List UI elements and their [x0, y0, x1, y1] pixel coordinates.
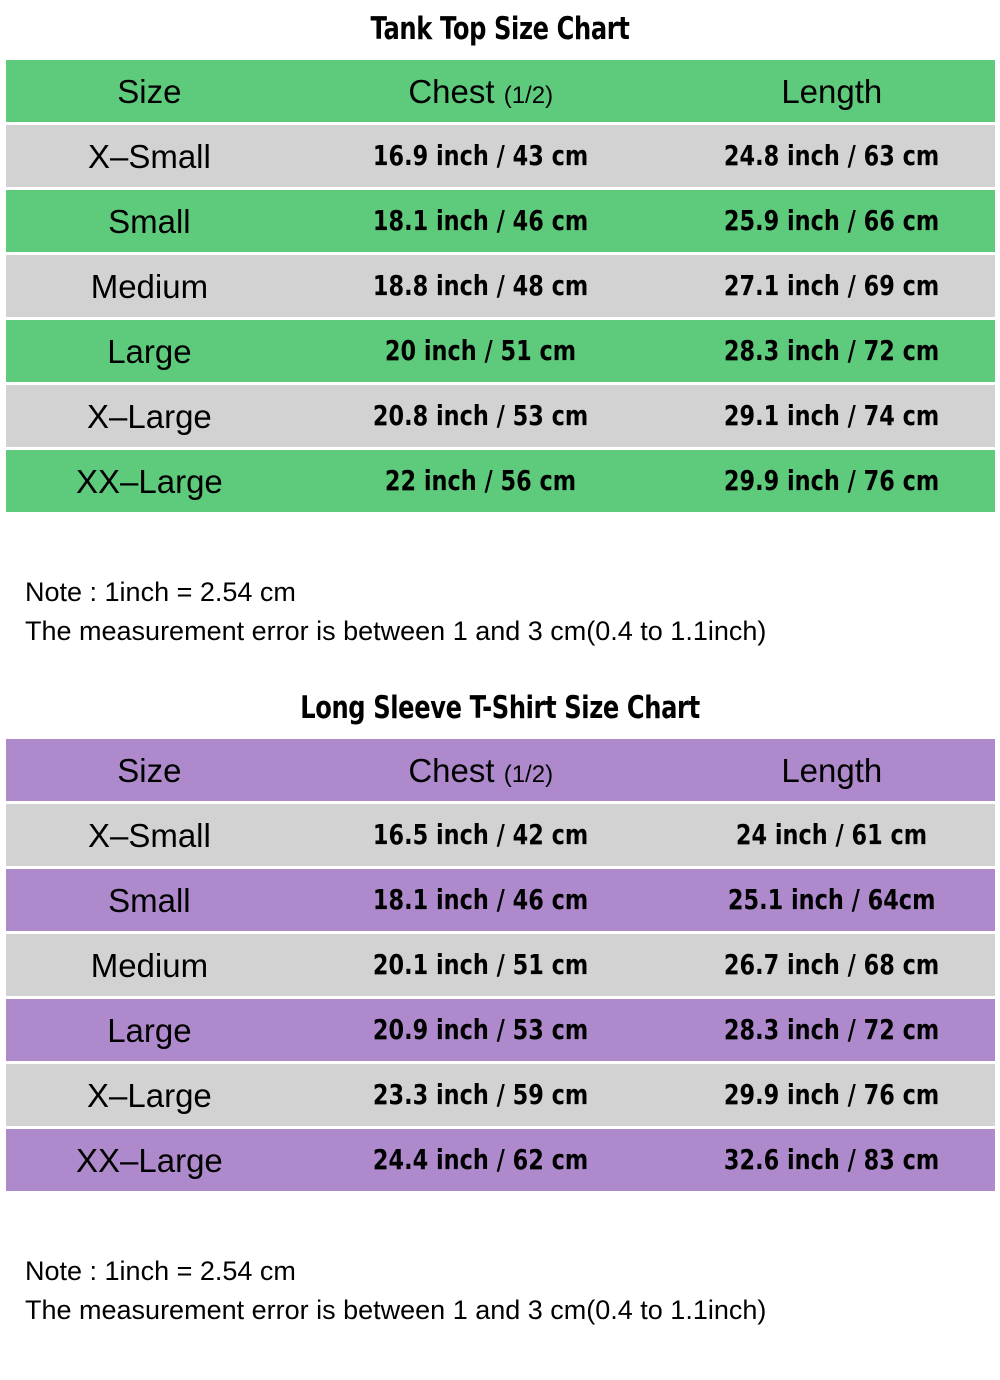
column-header-length: Length: [781, 751, 883, 789]
table-row: Large 20 inch / 51 cm 28.3 inch / 72 cm: [6, 320, 995, 382]
table-row: X–Small 16.9 inch / 43 cm 24.8 inch / 63…: [6, 125, 995, 187]
cell-chest: 18.1 inch / 46 cm: [373, 204, 589, 237]
table-header-row: Size Chest (1/2) Length: [6, 739, 995, 802]
cell-chest: 23.3 inch / 59 cm: [373, 1078, 589, 1112]
table-row: XX–Large 22 inch / 56 cm 29.9 inch / 76 …: [6, 450, 995, 512]
cell-size: Small: [108, 202, 191, 240]
note-conversion: Note : 1inch = 2.54 cm: [25, 577, 296, 607]
column-header-chest-fraction: (1/2): [503, 81, 554, 109]
cell-chest: 20.8 inch / 53 cm: [373, 399, 589, 432]
cell-length: 26.7 inch / 68 cm: [724, 948, 940, 982]
cell-size: Medium: [90, 946, 209, 984]
table-row: Small 18.1 inch / 46 cm 25.9 inch / 66 c…: [6, 190, 995, 252]
cell-size: X–Small: [87, 816, 211, 854]
cell-size: Medium: [90, 267, 209, 305]
cell-size: Small: [108, 881, 191, 919]
cell-length: 25.1 inch / 64cm: [728, 883, 936, 917]
cell-size: X–Small: [87, 137, 211, 175]
cell-chest: 18.8 inch / 48 cm: [373, 269, 589, 302]
column-header-chest-label: Chest: [408, 72, 495, 110]
long-sleeve-chart-title: Long Sleeve T-Shirt Size Chart: [300, 690, 700, 727]
cell-size: Large: [107, 332, 192, 370]
cell-size: XX–Large: [76, 1141, 223, 1179]
cell-length: 24.8 inch / 63 cm: [724, 139, 940, 172]
cell-chest: 24.4 inch / 62 cm: [373, 1143, 589, 1177]
cell-length: 28.3 inch / 72 cm: [724, 334, 940, 367]
cell-length: 32.6 inch / 83 cm: [724, 1143, 940, 1177]
cell-chest: 18.1 inch / 46 cm: [373, 883, 589, 917]
table-row: Medium 20.1 inch / 51 cm 26.7 inch / 68 …: [6, 934, 995, 997]
tank-top-notes: Note : 1inch = 2.54 cm The measurement e…: [0, 573, 1000, 651]
long-sleeve-notes: Note : 1inch = 2.54 cm The measurement e…: [0, 1252, 1000, 1330]
tank-top-chart-title: Tank Top Size Chart: [370, 11, 630, 47]
column-header-length: Length: [781, 72, 883, 110]
note-conversion: Note : 1inch = 2.54 cm: [25, 1256, 296, 1287]
cell-length: 27.1 inch / 69 cm: [724, 269, 940, 302]
cell-size: XX–Large: [76, 462, 223, 500]
table-row: XX–Large 24.4 inch / 62 cm 32.6 inch / 8…: [6, 1129, 995, 1192]
table-row: X–Large 20.8 inch / 53 cm 29.1 inch / 74…: [6, 385, 995, 447]
column-header-size: Size: [117, 72, 182, 110]
cell-size: X–Large: [87, 397, 212, 435]
table-row: Large 20.9 inch / 53 cm 28.3 inch / 72 c…: [6, 999, 995, 1062]
column-header-chest: Chest (1/2): [293, 60, 669, 122]
cell-chest: 20 inch / 51 cm: [385, 334, 577, 367]
cell-size: X–Large: [87, 1076, 212, 1114]
table-row: Small 18.1 inch / 46 cm 25.1 inch / 64cm: [6, 869, 995, 932]
cell-chest: 22 inch / 56 cm: [385, 464, 577, 497]
cell-length: 29.9 inch / 76 cm: [724, 464, 940, 497]
cell-chest: 16.5 inch / 42 cm: [373, 818, 589, 852]
column-header-chest: Chest (1/2): [293, 739, 669, 801]
note-tolerance: The measurement error is between 1 and 3…: [25, 616, 767, 647]
table-row: X–Large 23.3 inch / 59 cm 29.9 inch / 76…: [6, 1064, 995, 1127]
cell-length: 29.9 inch / 76 cm: [724, 1078, 940, 1112]
table-header-row: Size Chest (1/2) Length: [6, 60, 995, 122]
cell-length: 28.3 inch / 72 cm: [724, 1013, 940, 1047]
column-header-chest-label: Chest: [408, 751, 495, 789]
column-header-chest-fraction: (1/2): [503, 760, 554, 788]
table-row: Medium 18.8 inch / 48 cm 27.1 inch / 69 …: [6, 255, 995, 317]
tank-top-size-table: Size Chest (1/2) Length X–Small 16.9 inc…: [6, 57, 995, 515]
cell-chest: 16.9 inch / 43 cm: [373, 139, 589, 172]
long-sleeve-size-table: Size Chest (1/2) Length X–Small 16.5 inc…: [6, 736, 995, 1194]
table-row: X–Small 16.5 inch / 42 cm 24 inch / 61 c…: [6, 804, 995, 867]
cell-length: 25.9 inch / 66 cm: [724, 204, 940, 237]
note-tolerance: The measurement error is between 1 and 3…: [25, 1295, 767, 1326]
cell-length: 24 inch / 61 cm: [736, 818, 928, 852]
cell-chest: 20.9 inch / 53 cm: [373, 1013, 589, 1047]
cell-chest: 20.1 inch / 51 cm: [373, 948, 589, 982]
cell-length: 29.1 inch / 74 cm: [724, 399, 940, 432]
column-header-size: Size: [117, 751, 182, 789]
cell-size: Large: [107, 1011, 192, 1049]
